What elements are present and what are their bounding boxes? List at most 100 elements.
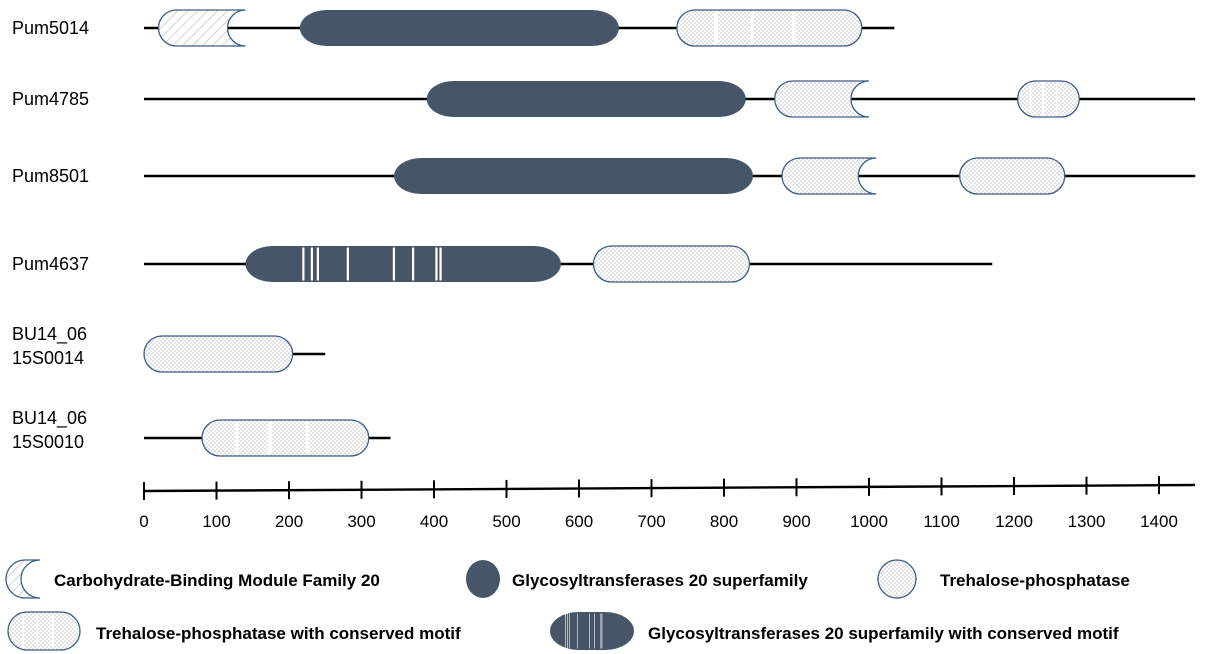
domain-body [245, 246, 561, 282]
tpp-motif-domain [7, 611, 81, 651]
gt20-motif-domain [550, 612, 634, 650]
axis-tick-label: 800 [710, 512, 738, 531]
cbm20-domain [157, 9, 246, 47]
motif-stripe [565, 613, 566, 649]
legend-label: Glycosyltransferases 20 superfamily with… [648, 624, 1119, 643]
tpp-motif-domain [676, 9, 863, 47]
motif-stripe [392, 247, 395, 281]
protein-label: 15S0014 [12, 348, 84, 368]
motif-stripe [589, 613, 590, 649]
axis-tick-label: 1200 [995, 512, 1033, 531]
protein-label: Pum4637 [12, 254, 89, 274]
legend: Carbohydrate-Binding Module Family 20 Gly… [5, 559, 1130, 651]
motif-stripe [1029, 82, 1032, 116]
axis-tick-label: 1300 [1068, 512, 1106, 531]
protein-track: Pum4637 [12, 245, 993, 283]
motif-stripe [576, 613, 578, 649]
legend-item: Trehalose-phosphatase [877, 559, 1130, 599]
domain-body [774, 80, 870, 118]
motif-stripe [713, 11, 718, 45]
axis-tick-label: 300 [347, 512, 375, 531]
motif-stripe [600, 613, 602, 649]
gt20-motif-domain [245, 246, 561, 282]
domain-body [550, 612, 634, 650]
axis-tick-label: 200 [275, 512, 303, 531]
axis-tick-label: 500 [492, 512, 520, 531]
protein-track: BU14_06 15S0014 [12, 324, 326, 373]
motif-stripe [791, 11, 796, 45]
scale-axis: 0 100 200 300 400 500 600 700 800 900 1000 1100 1200… [139, 476, 1196, 531]
domain-body [592, 245, 751, 283]
axis-line [143, 483, 1196, 493]
motif-stripe [1055, 82, 1058, 116]
tpp-motif-domain [1016, 80, 1080, 118]
legend-label: Trehalose-phosphatase with conserved mot… [96, 624, 461, 643]
tpp-domain [958, 157, 1066, 195]
protein-label: Pum4785 [12, 89, 89, 109]
protein-label: BU14_06 [12, 408, 87, 429]
protein-track: BU14_06 15S0010 [12, 408, 391, 457]
motif-stripe [1042, 82, 1044, 116]
protein-label: Pum8501 [12, 166, 89, 186]
legend-label: Carbohydrate-Binding Module Family 20 [54, 571, 380, 590]
motif-stripe [567, 613, 568, 649]
motif-stripe [601, 613, 603, 649]
gt20-domain [299, 10, 619, 46]
gt20-domain [394, 158, 753, 194]
axis-tick-label: 1000 [850, 512, 888, 531]
legend-item: Glycosyltransferases 20 superfamily with… [550, 612, 1119, 650]
motif-stripe [310, 247, 313, 281]
legend-item: Carbohydrate-Binding Module Family 20 [5, 559, 380, 599]
gt20-domain [466, 560, 500, 598]
motif-stripe [235, 421, 239, 455]
motif-stripe [268, 421, 273, 455]
motif-stripe [316, 247, 319, 281]
motif-stripe [435, 247, 438, 281]
axis-tick-label: 0 [139, 512, 148, 531]
tpp-domain [592, 245, 751, 283]
domain-body [466, 560, 500, 598]
domain-body [426, 81, 746, 117]
axis-tick-label: 1100 [923, 512, 960, 531]
motif-stripe [412, 247, 415, 281]
motif-stripe [568, 613, 570, 649]
axis-tick-label: 100 [202, 512, 230, 531]
protein-track: Pum4785 [12, 80, 1196, 118]
motif-stripe [302, 247, 305, 281]
domain-body [5, 559, 41, 599]
axis-tick-label: 600 [565, 512, 593, 531]
tpp-cut-domain [774, 80, 870, 118]
protein-track: Pum5014 [12, 9, 895, 47]
tpp-domain [143, 335, 294, 373]
tpp-domain [877, 559, 917, 599]
domain-body [143, 335, 294, 373]
protein-label: Pum5014 [12, 18, 89, 38]
protein-label: 15S0010 [12, 432, 84, 452]
motif-stripe [346, 247, 349, 281]
tpp-motif-domain [201, 419, 370, 457]
axis-tick-label: 700 [637, 512, 665, 531]
motif-stripe [750, 11, 755, 45]
domain-body [1016, 80, 1080, 118]
domain-body [958, 157, 1066, 195]
legend-item: Glycosyltransferases 20 superfamily [466, 560, 808, 598]
protein-tracks: Pum5014 Pum4785 Pum8501 Pum4637 BU14_06 15S00… [12, 9, 1196, 457]
motif-stripe [594, 613, 595, 649]
domain-body [676, 9, 863, 47]
protein-track: Pum8501 [12, 157, 1196, 195]
legend-label: Glycosyltransferases 20 superfamily [512, 571, 808, 590]
legend-label: Trehalose-phosphatase [940, 571, 1130, 590]
cbm20-domain [5, 559, 41, 599]
axis-tick-label: 400 [420, 512, 448, 531]
motif-stripe [439, 247, 442, 281]
tpp-cut-domain [781, 157, 877, 195]
motif-stripe [36, 613, 39, 649]
motif-stripe [22, 613, 24, 649]
gt20-domain [426, 81, 746, 117]
legend-item: Trehalose-phosphatase with conserved mot… [7, 611, 461, 651]
domain-body [157, 9, 246, 47]
motif-stripe [305, 421, 309, 455]
domain-body [201, 419, 370, 457]
domain-body [781, 157, 877, 195]
